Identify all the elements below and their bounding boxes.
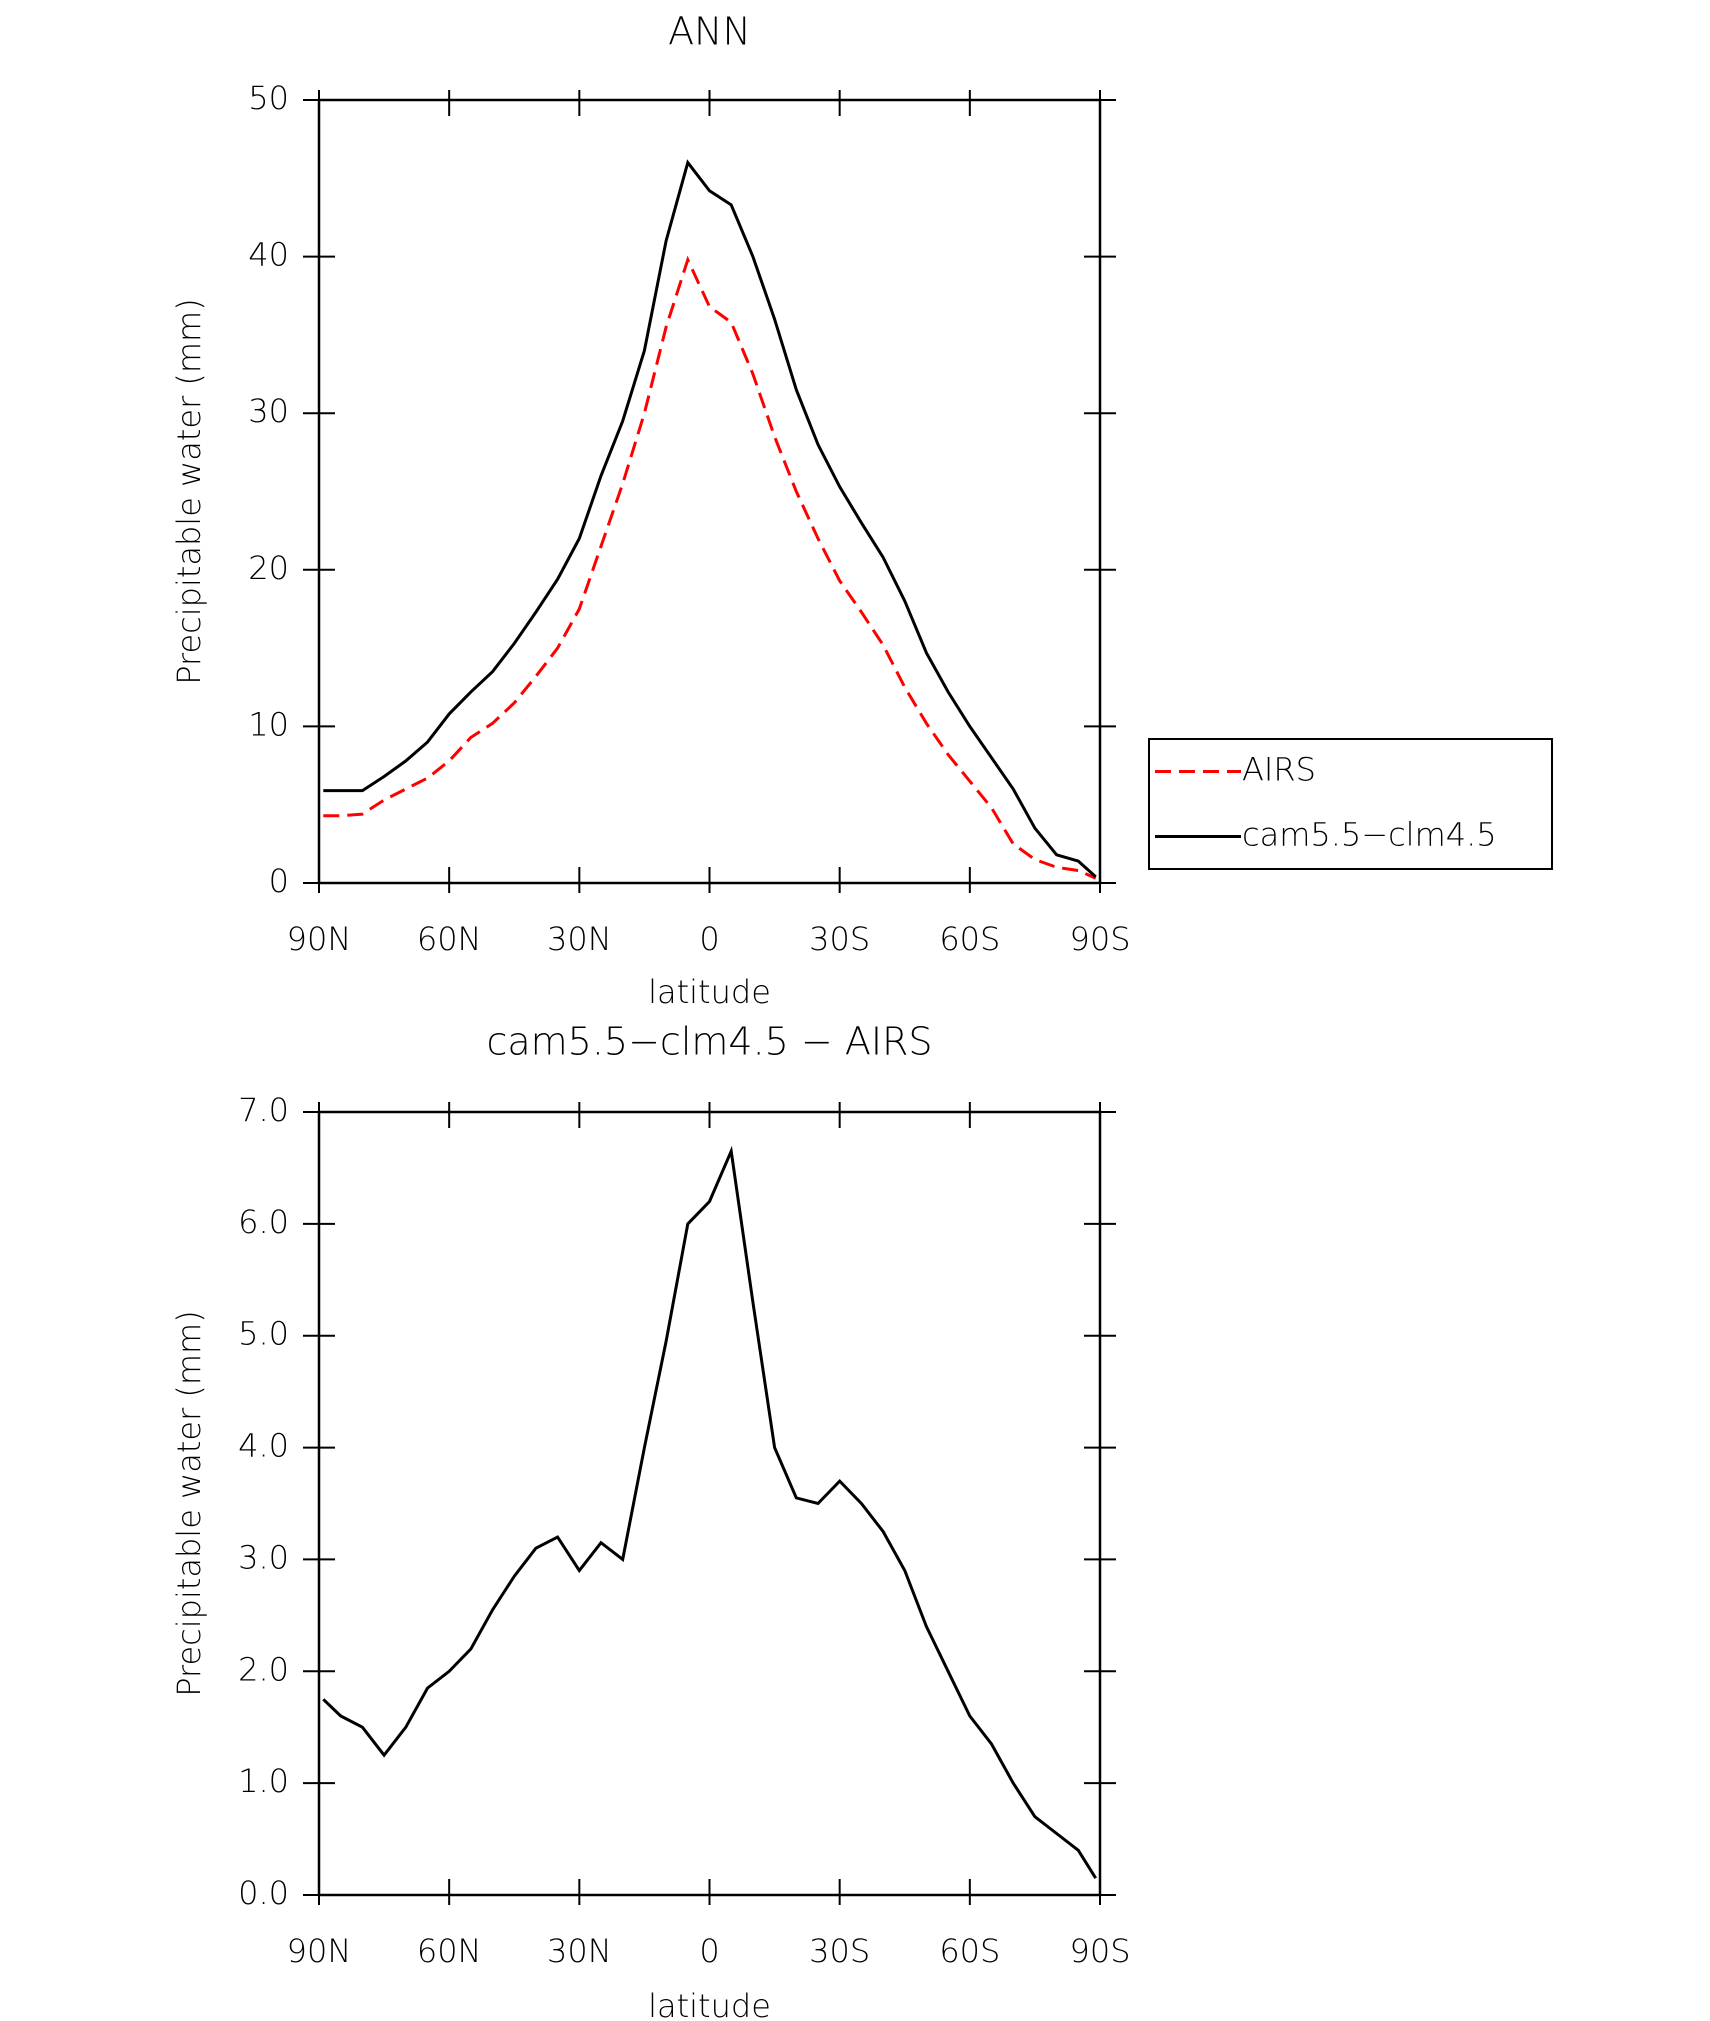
y-axis-label: Precipitable water (mm) (170, 1310, 208, 1696)
x-tick-label: 90N (287, 920, 352, 958)
x-tick-label: 90S (1069, 1932, 1130, 1970)
x-tick-label: 60N (417, 920, 482, 958)
x-tick-label: 60N (417, 1932, 482, 1970)
chart-title: cam5.5−clm4.5 − AIRS (486, 1020, 932, 1064)
y-tick-label: 0.0 (238, 1874, 289, 1912)
x-axis-label: latitude (648, 973, 771, 1011)
x-tick-label: 0 (699, 920, 719, 958)
x-tick-label: 90N (287, 1932, 352, 1970)
y-tick-label: 0 (269, 862, 289, 900)
plot-frame (317, 1110, 1102, 1897)
y-tick-label: 2.0 (238, 1650, 289, 1688)
x-tick-label: 60S (939, 920, 1000, 958)
x-tick-label: 30S (809, 920, 870, 958)
y-tick-label: 10 (248, 705, 289, 743)
legend-box (1148, 738, 1553, 870)
chart-title: ANN (668, 10, 751, 54)
legend-label: AIRS (1242, 751, 1316, 789)
x-axis-label: latitude (648, 1987, 771, 2021)
y-tick-label: 1.0 (238, 1762, 289, 1800)
y-tick-label: 7.0 (238, 1091, 289, 1129)
data-line (323, 159, 1097, 878)
x-tick-label: 90S (1069, 920, 1130, 958)
plot-frame (317, 98, 1102, 885)
y-tick-label: 3.0 (238, 1538, 289, 1576)
legend-label: cam5.5−clm4.5 (1242, 816, 1497, 854)
data-line (322, 1145, 1097, 1879)
x-tick-label: 60S (939, 1932, 1000, 1970)
data-line (323, 255, 1097, 880)
y-tick-label: 6.0 (238, 1203, 289, 1241)
y-tick-label: 20 (248, 549, 289, 587)
y-tick-label: 30 (248, 392, 289, 430)
x-tick-label: 0 (699, 1932, 719, 1970)
y-tick-label: 50 (248, 79, 289, 117)
y-tick-label: 5.0 (238, 1315, 289, 1353)
y-axis-label: Precipitable water (mm) (170, 298, 208, 684)
y-tick-label: 40 (248, 236, 289, 274)
x-tick-label: 30S (809, 1932, 870, 1970)
y-tick-label: 4.0 (238, 1427, 289, 1465)
x-tick-label: 30N (547, 1932, 612, 1970)
x-tick-label: 30N (547, 920, 612, 958)
